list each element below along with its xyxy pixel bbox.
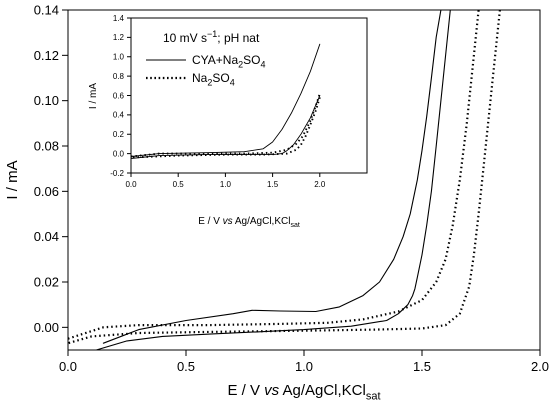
main-y-tick-label: 0.06 (34, 184, 59, 199)
legend-label-na2so4: Na2SO4 (192, 71, 235, 88)
main-y-tick-label: 0.12 (34, 48, 59, 63)
inset-x-axis-label: E / V vs Ag/AgCl,KClsat (198, 216, 300, 229)
main-x-tick-label: 0.0 (59, 359, 77, 374)
main-plot: 0.0 0.5 1.0 1.5 2.0 0.000.020.040.060.080.10… (4, 3, 549, 403)
label-part: sat (366, 391, 381, 403)
inset-x-ticks: 0.0 0.5 1.0 1.5 2.0 (125, 173, 326, 189)
main-x-tick-label: 1.0 (295, 359, 313, 374)
main-x-tick-label: 1.5 (413, 359, 431, 374)
main-y-tick-label: 0.14 (34, 3, 59, 18)
label-part: 4 (261, 60, 266, 70)
label-part: vs (223, 216, 233, 227)
inset-y-tick-label: 0.0 (113, 149, 125, 158)
inset-y-tick-label: 1.0 (113, 53, 125, 62)
main-y-tick-label: 0.04 (34, 229, 59, 244)
inset-x-tick-label: 0.5 (173, 180, 185, 189)
main-y-ticks: 0.00 0.02 0.04 0.06 0.08 0.10 0.12 0.14 (34, 3, 68, 335)
label-part: −1 (207, 29, 217, 39)
main-x-ticks: 0.0 0.5 1.0 1.5 2.0 (59, 350, 549, 374)
inset-plot-background (131, 18, 367, 173)
main-x-tick-label: 2.0 (531, 359, 549, 374)
main-series-1-solid (95, 10, 451, 350)
main-y-tick-label: 0.02 (34, 275, 59, 290)
main-y-tick-label: 0.10 (34, 93, 59, 108)
inset-y-tick-label: 0.2 (113, 130, 125, 139)
main-x-axis-label: E / V vs Ag/AgCl,KClsat (227, 382, 380, 403)
label-part: 2 (238, 60, 243, 70)
inset-x-tick-label: 1.0 (220, 180, 232, 189)
inset-y-tick-label: 0.6 (113, 91, 125, 100)
inset-y-tick-label: 0.8 (113, 72, 125, 81)
inset-x-tick-label: 0.0 (125, 180, 137, 189)
inset-y-tick-label: 1.4 (113, 14, 125, 23)
label-part: sat (290, 222, 299, 229)
label-part: SO (243, 53, 260, 67)
main-series-0-solid (102, 10, 442, 344)
inset-y-tick-label: 0.4 (113, 111, 125, 120)
inset-series-2-dotted (131, 93, 321, 158)
label-part: 10 mV s (163, 31, 207, 45)
inset-plot: 0.0 0.5 1.0 1.5 2.0 -0.20.00.20.40.60.81.01.… (88, 14, 368, 229)
inset-y-tick-label: -0.2 (110, 169, 124, 178)
inset-y-axis-label: I / mA (88, 83, 99, 109)
label-part: 2 (207, 78, 212, 88)
legend-label-cya-na2so4: CYA+Na2SO4 (192, 53, 266, 70)
label-part: Ag/AgCl,KCl (279, 382, 366, 399)
inset-y-tick-label: 1.2 (113, 33, 125, 42)
label-part: Na (192, 71, 208, 85)
inset-y-ticks: -0.2 0.0 0.2 0.4 0.6 0.8 1.0 1.2 1.4 (110, 14, 131, 178)
main-series-2-dotted (68, 10, 480, 340)
main-x-tick-label: 0.5 (177, 359, 195, 374)
main-y-tick-label: 0.08 (34, 139, 59, 154)
label-part: SO (212, 71, 229, 85)
main-series-3-dotted (68, 10, 501, 345)
inset-x-tick-label: 1.5 (267, 180, 279, 189)
label-part: vs (264, 382, 280, 399)
label-part: 4 (230, 78, 235, 88)
label-part: CYA+Na (192, 53, 238, 67)
label-part: ; pH nat (217, 31, 260, 45)
inset-annotation: 10 mV s−1; pH nat (163, 29, 260, 45)
inset-x-tick-label: 2.0 (314, 180, 326, 189)
inset-curves (131, 43, 321, 159)
label-part: E / V (227, 382, 264, 399)
label-part: E / V (198, 216, 222, 227)
inset-legend: CYA+Na2SO4 Na2SO4 (146, 53, 266, 88)
inset-series-3-dotted (131, 97, 321, 159)
main-y-tick-label: 0.00 (34, 320, 59, 335)
main-y-axis-label: I / mA (4, 160, 21, 199)
main-curves (68, 10, 501, 350)
label-part: Ag/AgCl,KCl (233, 216, 291, 227)
